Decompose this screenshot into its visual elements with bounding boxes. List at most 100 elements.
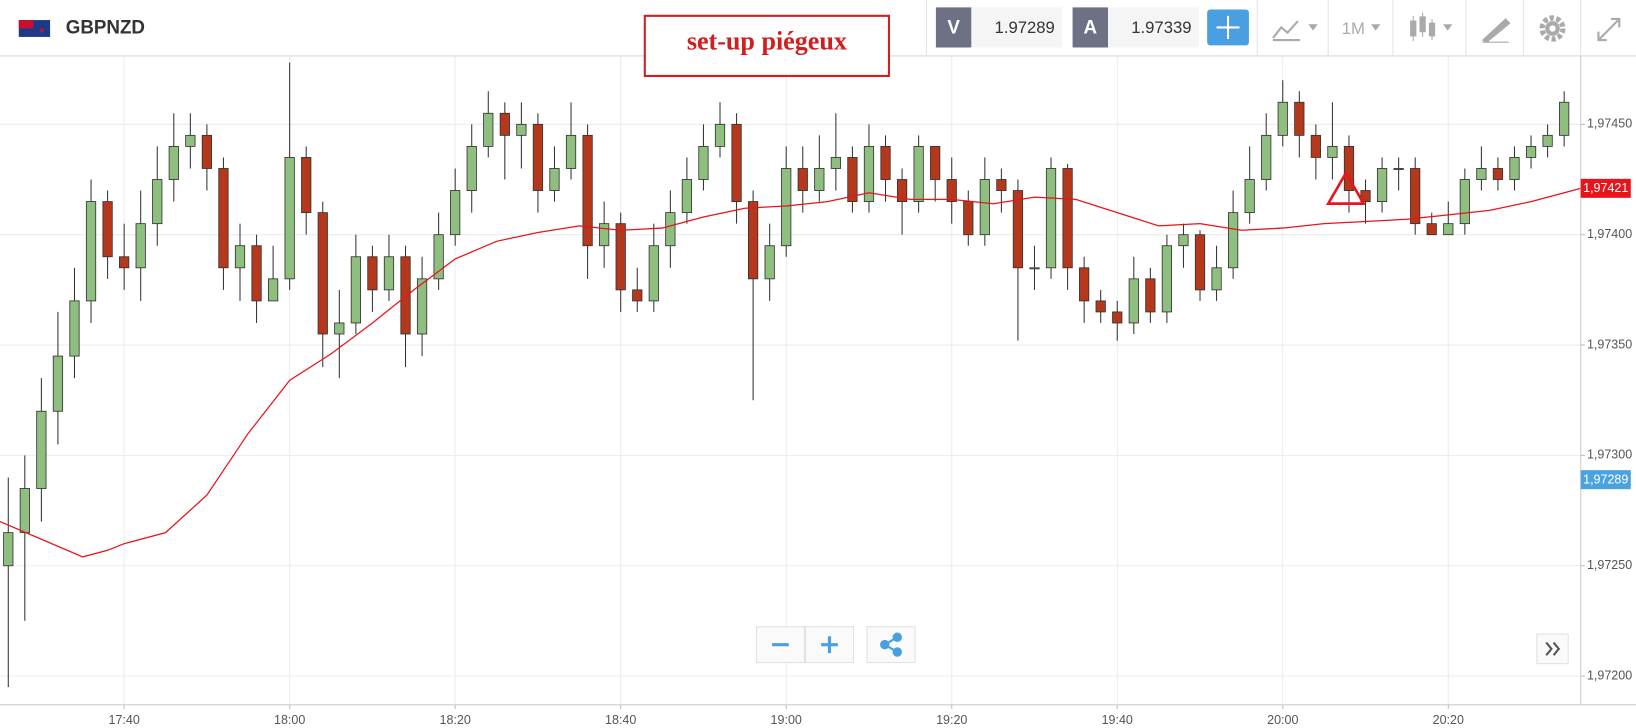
x-tick-label: 20:00 [1267,713,1298,727]
price-tag [1580,178,1631,198]
candle-body [747,201,759,280]
candle-body [450,190,461,236]
candle-body [1194,234,1206,291]
candle-body [797,168,808,191]
candle-body [1294,101,1305,136]
candle-body [3,532,14,567]
candle-body [632,289,643,302]
ask-price: 1.97339 [1131,18,1191,37]
candle-body [1261,134,1272,180]
candle-body [946,179,957,203]
ask-button[interactable] [1072,7,1109,48]
candle-body [516,123,527,136]
candle-body [69,300,80,357]
dropdown [1308,24,1318,31]
toolbar: GBPNZD set-up piégeux V 1.97289 A 1.9733… [0,0,1636,78]
price-tag [1580,470,1631,490]
candle-body [532,123,544,191]
candle-body [102,201,113,258]
zoom-controls [755,626,1569,665]
candle-body [648,245,659,302]
annotation: set-up piégeux [687,26,847,55]
candle-body [665,212,676,247]
dropdown [1442,24,1453,31]
candle-body [483,112,494,147]
candle-body [85,201,97,302]
axes: 1,97200 1,97250 1,97300 1,97350 1,97400 1,974… [0,55,1636,727]
candle-body [764,245,775,280]
moving-average [0,187,1581,558]
candle-body [52,355,64,412]
price-tag-label: 1,97421 [1583,181,1628,195]
candle-body [1062,168,1073,269]
candle-body [1228,212,1239,269]
candle-body [1376,168,1388,203]
candle-body [1492,168,1504,180]
candle-body [499,112,510,136]
candle-body [1079,267,1090,302]
candle-body [1393,168,1404,170]
settings-icon[interactable] [1539,15,1566,42]
candle-body [996,179,1007,191]
indicator-icon[interactable] [1272,20,1301,42]
draw-icon[interactable] [1481,18,1511,43]
flag-icon [18,20,51,37]
candle-body [317,212,328,335]
candle-body [367,256,378,291]
symbol[interactable]: GBPNZD [66,17,145,38]
candle-body [383,256,395,291]
y-tick-label: 1,97200 [1587,668,1632,682]
candle-body [913,145,924,203]
candle-body [863,145,875,203]
y-tick-label: 1,97400 [1587,227,1632,241]
ask-label: A [1084,17,1098,38]
candle-body [1178,234,1189,247]
candle-body [1360,190,1371,203]
candle-body [284,157,295,280]
candle-body [350,256,361,324]
candle-body [400,256,411,335]
candle-body [1476,168,1487,180]
candle-body [1095,300,1106,313]
candle-body [1310,134,1321,158]
candle-body [135,223,146,269]
candle-body [152,179,163,225]
bid-box [971,7,1063,48]
candle-body [681,179,693,214]
timeframe[interactable]: 1M [1342,19,1365,38]
candle-body [433,234,444,280]
candle-body [896,179,908,203]
candle-body [549,168,560,191]
candle-body [185,134,196,147]
share-button[interactable] [866,626,916,664]
candle-body [19,488,30,534]
candle-body [251,245,262,302]
candle-body [582,134,593,247]
annotation-box [643,14,890,78]
candle-body [1410,168,1421,225]
candle-body [119,256,130,269]
candle-body [1459,179,1470,225]
candle-body [1277,101,1288,136]
ask-box [1108,7,1199,48]
candle-body [1211,267,1222,291]
candle-body [1343,145,1355,191]
chart-type-icon[interactable] [1410,12,1436,42]
candle-body [1525,145,1537,158]
fullscreen-icon[interactable] [1597,17,1621,42]
share-icon [880,632,902,657]
candle-body [698,145,709,180]
bid-button[interactable] [935,7,972,48]
candle-body [1327,145,1338,158]
y-tick-label: 1,97450 [1587,117,1632,131]
candle-body [847,157,858,203]
candle-body [1029,267,1040,270]
x-tick-label: 17:40 [108,713,139,727]
candle-body [234,245,246,269]
candle-body [334,322,345,335]
candle-body [830,157,841,169]
y-tick-label: 1,97250 [1587,558,1632,572]
candle-body [1244,179,1255,214]
candle-body [565,134,577,169]
